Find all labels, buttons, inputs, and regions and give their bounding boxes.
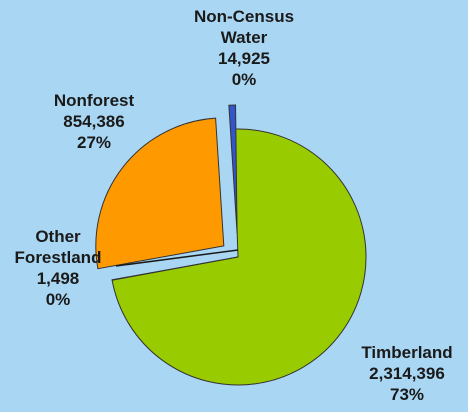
non-census-water-slice (228, 104, 238, 234)
timberland-value: 2,314,396 (369, 364, 445, 383)
nonforest-percent: 27% (76, 133, 112, 152)
timberland-percent: 73% (389, 385, 425, 404)
timberland-name: Timberland (361, 343, 453, 362)
non-census-water-name-line1: Non-Census (193, 7, 295, 26)
other-forestland-name-line1: Other (35, 227, 81, 246)
other-forestland-percent: 0% (45, 290, 71, 309)
nonforest-slice (95, 117, 225, 270)
non-census-water-value: 14,925 (218, 49, 270, 68)
non-census-water-name-line2: Water (220, 28, 268, 47)
nonforest-label: Nonforest 854,386 27% (32, 90, 156, 153)
other-forestland-value: 1,498 (36, 269, 80, 288)
non-census-water-label: Non-Census Water 14,925 0% (174, 6, 314, 90)
nonforest-name: Nonforest (53, 91, 135, 110)
timberland-label: Timberland 2,314,396 73% (348, 342, 466, 405)
nonforest-value: 854,386 (63, 112, 125, 131)
other-forestland-slice (111, 256, 239, 281)
timberland-slice (111, 128, 367, 386)
non-census-water-percent: 0% (231, 70, 257, 89)
other-forestland-leader-line (115, 249, 239, 267)
other-forestland-name-line2: Forestland (14, 248, 102, 267)
other-forestland-label: Other Forestland 1,498 0% (4, 226, 112, 310)
